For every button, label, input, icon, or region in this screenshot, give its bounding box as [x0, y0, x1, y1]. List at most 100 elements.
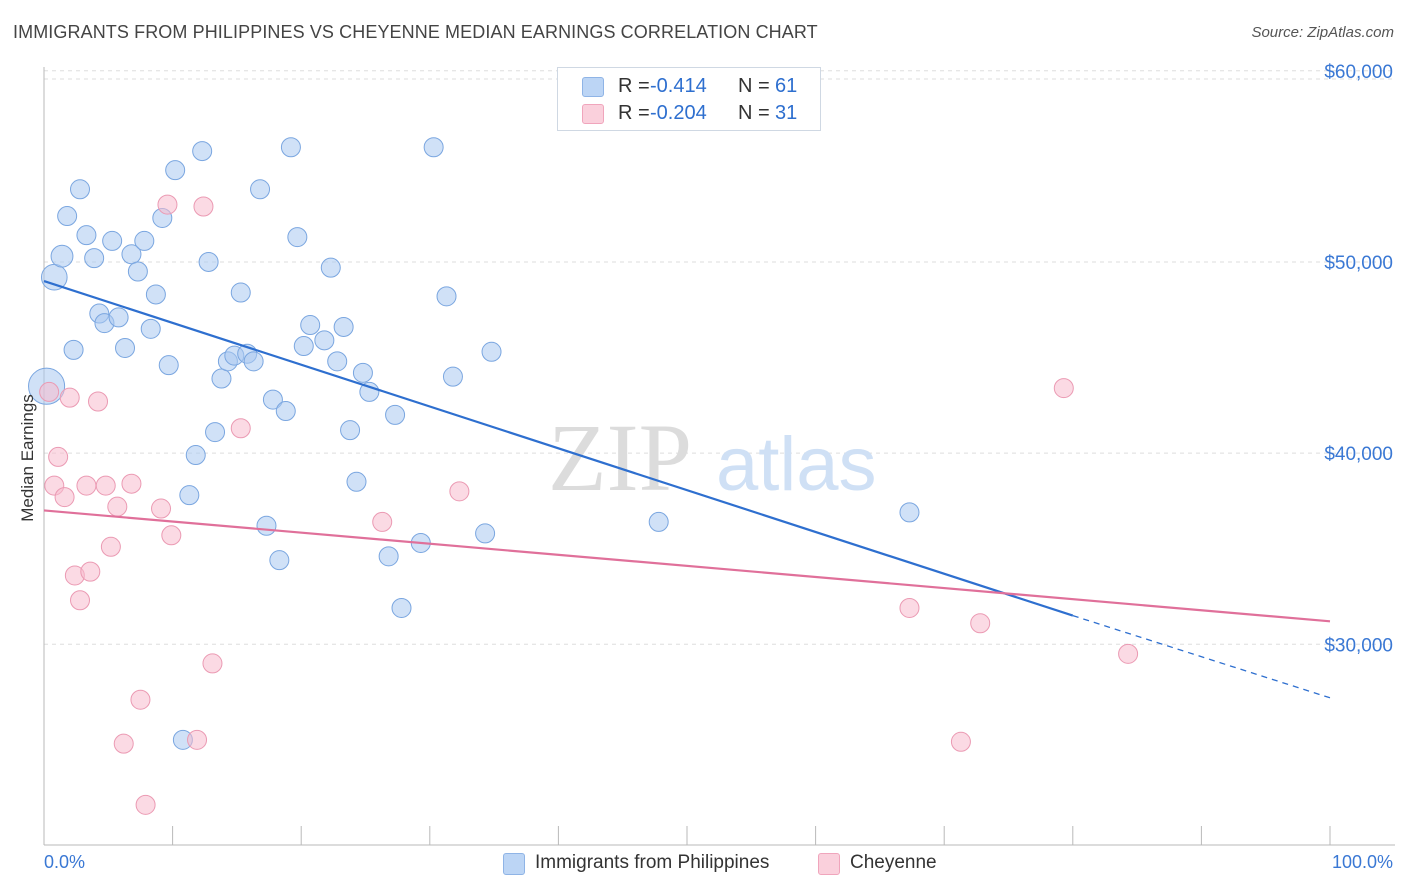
x-tick-label-min: 0.0% — [44, 852, 86, 872]
data-point — [151, 498, 172, 519]
data-point — [442, 366, 463, 387]
data-point — [211, 368, 232, 389]
trend-line-philippines — [43, 280, 1074, 617]
data-point — [423, 137, 444, 158]
data-point — [230, 282, 251, 303]
watermark-zip: ZIP — [548, 404, 692, 511]
data-point — [262, 389, 283, 410]
data-point — [250, 179, 271, 200]
data-point — [108, 307, 129, 328]
legend-r-value: -0.414 — [650, 75, 707, 97]
data-point — [899, 502, 920, 523]
y-tick-label: $50,000 — [1324, 253, 1393, 274]
data-point — [436, 286, 457, 307]
trend-line-extension — [1072, 614, 1331, 699]
legend-n-value: 61 — [775, 75, 798, 97]
data-point — [76, 225, 97, 246]
data-point — [970, 613, 991, 634]
data-point — [84, 248, 105, 269]
legend-swatch-philippines — [582, 77, 604, 97]
bottom-legend-label-cheyenne: Cheyenne — [850, 852, 937, 873]
data-point — [230, 418, 251, 439]
data-point — [346, 471, 367, 492]
data-point — [275, 401, 296, 422]
data-point — [293, 336, 314, 357]
data-point — [145, 284, 166, 305]
data-point — [269, 550, 290, 571]
data-point — [48, 446, 69, 467]
bottom-legend-swatch-philippines — [503, 853, 525, 875]
data-point — [1118, 643, 1139, 664]
data-point — [340, 420, 361, 441]
data-point — [320, 257, 341, 278]
data-point — [127, 261, 148, 282]
data-point — [333, 316, 354, 337]
data-point — [70, 179, 91, 200]
data-point — [243, 351, 264, 372]
data-point — [198, 251, 219, 272]
legend-r-label: R = — [618, 75, 650, 97]
data-point — [372, 511, 393, 532]
trend-line-cheyenne — [43, 509, 1331, 623]
bottom-legend-swatch-cheyenne — [818, 853, 840, 875]
data-point — [130, 689, 151, 710]
data-point — [179, 485, 200, 506]
legend-n-label: N = — [738, 75, 770, 97]
data-point — [107, 496, 128, 517]
data-point — [54, 487, 75, 508]
data-point — [121, 244, 142, 265]
legend-r-label: R = — [618, 102, 650, 124]
data-point — [121, 473, 142, 494]
data-point — [192, 141, 213, 162]
x-tick-label-max: 100.0% — [1331, 852, 1393, 872]
data-point — [1053, 378, 1074, 399]
data-point — [134, 230, 155, 251]
data-point — [391, 597, 412, 618]
watermark-atlas: atlas — [716, 422, 877, 507]
data-point — [59, 387, 80, 408]
data-point — [449, 481, 470, 502]
data-point — [385, 404, 406, 425]
data-point — [481, 341, 502, 362]
data-point — [287, 227, 308, 248]
watermark: ZIP atlas — [548, 404, 877, 511]
chart-source: Source: ZipAtlas.com — [1251, 24, 1394, 41]
data-point — [300, 315, 321, 336]
data-point — [100, 536, 121, 557]
data-point — [63, 339, 84, 360]
data-point — [135, 794, 156, 815]
legend-n-value: 31 — [775, 102, 798, 124]
data-point — [70, 590, 91, 611]
data-point — [57, 206, 78, 227]
y-tick-label: $30,000 — [1324, 635, 1393, 656]
data-point — [256, 515, 277, 536]
data-point — [648, 511, 669, 532]
data-point — [115, 337, 136, 358]
data-point — [161, 525, 182, 546]
data-point — [280, 137, 301, 158]
y-tick-label: $40,000 — [1324, 444, 1393, 465]
legend-r-value: -0.204 — [650, 102, 707, 124]
legend-swatch-cheyenne — [582, 104, 604, 124]
data-point — [314, 330, 335, 351]
data-point — [140, 318, 161, 339]
chart-title: IMMIGRANTS FROM PHILIPPINES VS CHEYENNE … — [13, 22, 818, 42]
data-point — [202, 653, 223, 674]
bottom-legend-label-philippines: Immigrants from Philippines — [535, 852, 770, 873]
data-point — [327, 351, 348, 372]
data-point — [950, 731, 971, 752]
series-cheyenne — [39, 194, 1139, 815]
data-point — [205, 422, 226, 443]
data-point — [102, 230, 123, 251]
data-point — [80, 561, 101, 582]
data-point — [185, 445, 206, 466]
y-tick-label: $60,000 — [1324, 62, 1393, 83]
axes — [43, 67, 1395, 846]
y-tick-labels: $30,000 $40,000 $50,000 $60,000 — [1324, 62, 1393, 657]
data-point — [165, 160, 186, 181]
data-point — [39, 381, 60, 402]
data-point — [475, 523, 496, 544]
data-point — [95, 475, 116, 496]
trend-lines — [43, 280, 1331, 699]
